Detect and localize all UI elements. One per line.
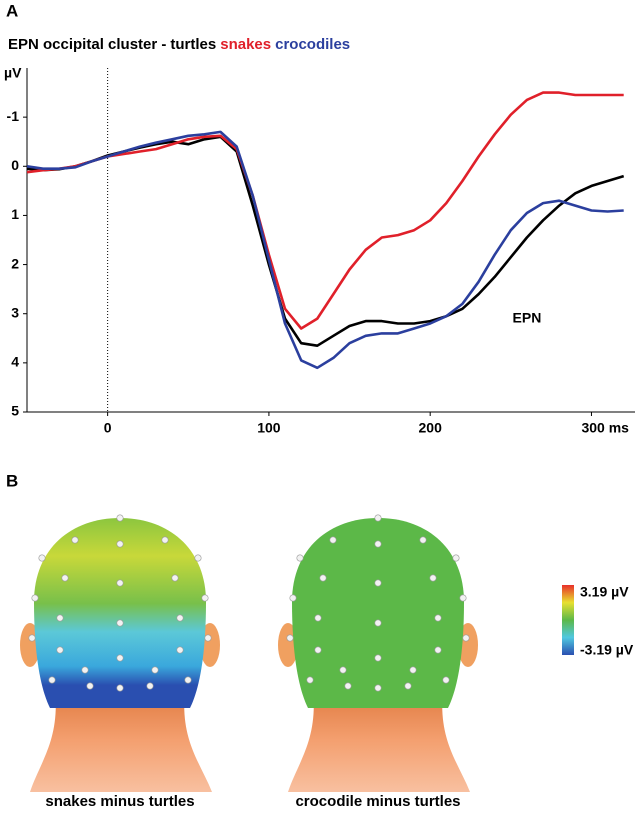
electrode xyxy=(462,634,470,642)
electrode xyxy=(306,676,314,684)
electrode xyxy=(38,554,46,562)
electrode xyxy=(286,634,294,642)
panel-label: B xyxy=(6,471,18,490)
electrode xyxy=(434,614,442,622)
neck xyxy=(288,690,470,792)
electrode xyxy=(314,646,322,654)
electrode xyxy=(176,646,184,654)
electrode xyxy=(176,614,184,622)
electrode xyxy=(404,682,412,690)
colorbar-label: 3.19 µV xyxy=(580,584,629,600)
line-series xyxy=(26,91,624,330)
electrode xyxy=(116,684,124,692)
electrode xyxy=(184,676,192,684)
annotation: EPN xyxy=(513,309,542,325)
electrode xyxy=(61,574,69,582)
electrode xyxy=(442,676,450,684)
electrode xyxy=(374,619,382,627)
electrode xyxy=(314,614,322,622)
electrode xyxy=(419,536,427,544)
x-tick-label: 0 xyxy=(104,420,112,436)
electrode xyxy=(329,536,337,544)
colorbar-label: -3.19 µV xyxy=(580,642,634,658)
legend-entry: crocodiles xyxy=(275,36,350,53)
electrode xyxy=(194,554,202,562)
electrode xyxy=(151,666,159,674)
topomap xyxy=(20,514,220,792)
scalp xyxy=(292,518,464,708)
electrode xyxy=(434,646,442,654)
electrode xyxy=(409,666,417,674)
electrode xyxy=(71,536,79,544)
y-tick-label: 2 xyxy=(11,255,19,271)
x-tick-label: 200 xyxy=(419,420,443,436)
line-series xyxy=(26,130,624,370)
electrode xyxy=(201,594,209,602)
y-tick-label: 1 xyxy=(11,206,19,222)
electrode xyxy=(56,646,64,654)
electrode xyxy=(48,676,56,684)
map-label: snakes minus turtles xyxy=(45,793,194,810)
legend-entry: turtles xyxy=(170,36,216,53)
electrode xyxy=(289,594,297,602)
scalp xyxy=(34,518,206,708)
electrode xyxy=(161,536,169,544)
x-tick-label: 100 xyxy=(257,420,281,436)
y-tick-label: 3 xyxy=(11,304,19,320)
electrode xyxy=(374,514,382,522)
y-tick-label: 4 xyxy=(11,354,19,370)
y-tick-label: 5 xyxy=(11,403,19,419)
electrode xyxy=(116,540,124,548)
y-tick-label: -1 xyxy=(7,108,20,124)
electrode xyxy=(374,540,382,548)
electrode xyxy=(31,594,39,602)
panel-label: A xyxy=(6,1,18,20)
electrode xyxy=(116,514,124,522)
electrode xyxy=(116,619,124,627)
electrode xyxy=(116,654,124,662)
colorbar xyxy=(562,585,574,655)
electrode xyxy=(452,554,460,562)
electrode xyxy=(429,574,437,582)
y-axis-label: µV xyxy=(4,65,22,81)
electrode xyxy=(86,682,94,690)
electrode xyxy=(374,579,382,587)
electrode xyxy=(171,574,179,582)
electrode xyxy=(56,614,64,622)
neck xyxy=(30,690,212,792)
electrode xyxy=(296,554,304,562)
topomap xyxy=(278,514,478,792)
electrode xyxy=(146,682,154,690)
electrode xyxy=(319,574,327,582)
chart-title-text: EPN occipital cluster - xyxy=(8,36,166,53)
electrode xyxy=(204,634,212,642)
y-tick-label: 0 xyxy=(11,157,19,173)
electrode xyxy=(344,682,352,690)
chart-title: EPN occipital cluster - turtles snakes croc… xyxy=(8,36,350,53)
legend-entry: snakes xyxy=(220,36,271,53)
map-label: crocodile minus turtles xyxy=(295,793,460,810)
x-tick-label: 300 ms xyxy=(581,420,629,436)
electrode xyxy=(81,666,89,674)
electrode xyxy=(374,654,382,662)
electrode xyxy=(374,684,382,692)
electrode xyxy=(459,594,467,602)
electrode xyxy=(28,634,36,642)
electrode xyxy=(339,666,347,674)
electrode xyxy=(116,579,124,587)
